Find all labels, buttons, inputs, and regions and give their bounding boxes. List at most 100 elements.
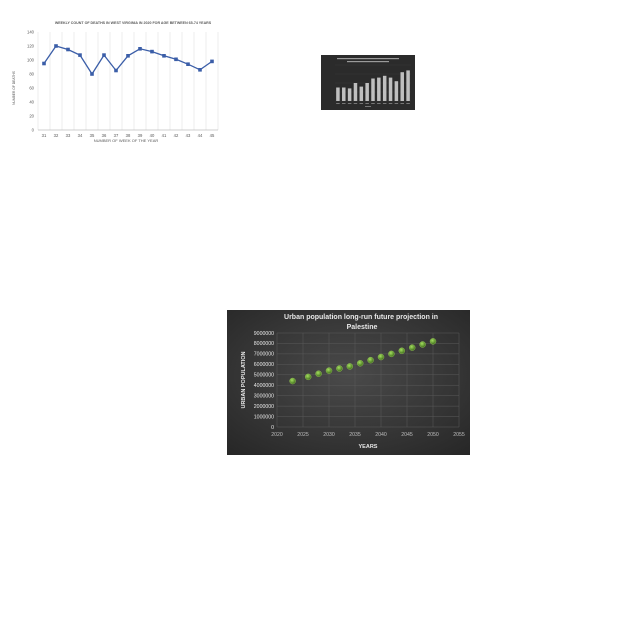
weekly-chart-x-ticks: 31 32 33 34 35 36 37 38 39 40 41 42 43 44 45: [42, 133, 215, 138]
urban-y-tick-label: 9000000: [254, 331, 274, 337]
weekly-data-point: [174, 57, 178, 62]
urban-data-point: [304, 373, 312, 381]
bar: [400, 72, 404, 101]
urban-chart-x-ticks: 2020 2025 2030 2035 2040 2045 2050 2055: [271, 432, 465, 438]
bar: [365, 83, 369, 101]
bar: [353, 83, 358, 101]
urban-data-point: [367, 356, 374, 364]
bar-x-axis-label-mark: [365, 106, 371, 107]
bar-x-tick-mark: [394, 103, 399, 104]
weekly-data-point: [186, 62, 190, 66]
bar-x-tick-mark: [406, 103, 410, 104]
weekly-y-tick-label: 140: [27, 30, 35, 35]
bar: [377, 77, 381, 101]
weekly-chart-y-ticks: 0 20 40 60 80 100 120 140: [27, 30, 35, 133]
urban-chart-y-ticks: 0 1000000 2000000 3000000 4000000 5000000 6000…: [254, 331, 274, 431]
urban-data-point: [408, 344, 416, 351]
urban-x-tick-label: 2040: [375, 432, 387, 438]
bar: [342, 87, 346, 101]
weekly-y-tick-label: 60: [29, 86, 34, 91]
urban-data-point: [388, 350, 395, 358]
urban-x-tick-label: 2045: [401, 432, 413, 438]
urban-y-tick-label: 0: [271, 425, 274, 431]
urban-population-scatter-chart: Urban population long-run future project…: [227, 310, 470, 455]
bar: [382, 75, 387, 101]
small-dark-bar-chart: [321, 55, 415, 110]
urban-chart-points: [289, 338, 437, 385]
weekly-data-point: [102, 53, 106, 57]
urban-data-point: [336, 365, 343, 372]
bar-x-tick-mark: [342, 103, 346, 104]
weekly-x-tick-label: 38: [126, 133, 131, 138]
bar-x-tick-mark: [359, 103, 364, 104]
weekly-x-tick-label: 34: [78, 133, 83, 138]
urban-y-tick-label: 4000000: [254, 383, 274, 389]
weekly-x-tick-label: 42: [174, 133, 179, 138]
bar: [347, 88, 352, 101]
urban-y-tick-label: 3000000: [254, 393, 274, 399]
bar-x-tick-mark: [400, 103, 404, 104]
urban-data-point: [398, 347, 406, 354]
weekly-x-tick-label: 41: [162, 133, 167, 138]
weekly-x-tick-label: 35: [90, 133, 95, 138]
weekly-data-point: [126, 54, 130, 58]
weekly-x-tick-label: 43: [186, 133, 191, 138]
weekly-x-tick-label: 44: [198, 133, 203, 138]
bar-x-tick-mark: [371, 103, 375, 104]
urban-data-point: [356, 360, 364, 367]
weekly-x-tick-label: 45: [210, 133, 215, 138]
bar-x-tick-mark: [388, 103, 393, 104]
urban-data-point: [325, 367, 333, 374]
urban-chart-y-axis-label: URBAN POPULATION: [241, 351, 247, 408]
bar: [388, 77, 393, 101]
weekly-x-tick-label: 33: [66, 133, 71, 138]
weekly-data-point: [150, 49, 154, 54]
weekly-data-point: [66, 47, 70, 52]
urban-y-tick-label: 1000000: [254, 414, 274, 420]
weekly-x-tick-label: 39: [138, 133, 143, 138]
urban-data-point: [429, 338, 437, 345]
urban-y-tick-label: 2000000: [254, 404, 274, 410]
weekly-data-point: [114, 68, 118, 73]
bar-x-tick-mark: [347, 103, 352, 104]
bar-chart-bars: [336, 70, 410, 101]
weekly-chart-markers: [42, 44, 214, 76]
weekly-x-tick-label: 36: [102, 133, 107, 138]
urban-x-tick-label: 2030: [323, 432, 335, 438]
bar: [336, 87, 340, 101]
bar-x-tick-mark: [353, 103, 358, 104]
weekly-data-point: [90, 72, 94, 76]
weekly-data-point: [210, 59, 214, 64]
weekly-y-tick-label: 40: [29, 100, 34, 105]
bar-x-tick-mark: [377, 103, 381, 104]
bar: [394, 81, 399, 101]
urban-y-tick-label: 7000000: [254, 352, 274, 358]
weekly-y-tick-label: 20: [29, 114, 34, 119]
bar-x-tick-mark: [382, 103, 387, 104]
weekly-y-tick-label: 80: [29, 72, 34, 77]
bar-x-tick-mark: [336, 103, 340, 104]
urban-y-tick-label: 8000000: [254, 341, 274, 347]
weekly-chart-title: WEEKLY COUNT OF DEATHS IN WEST VIRGINIA …: [55, 21, 212, 25]
weekly-y-tick-label: 0: [32, 128, 35, 133]
weekly-data-point: [42, 61, 46, 66]
urban-chart-background: [227, 310, 470, 455]
weekly-x-tick-label: 37: [114, 133, 119, 138]
weekly-y-tick-label: 100: [27, 58, 35, 63]
bar: [359, 86, 364, 101]
bar-chart-title-lines: [337, 58, 399, 63]
urban-data-point: [377, 353, 385, 361]
urban-x-tick-label: 2035: [349, 432, 361, 438]
weekly-x-tick-label: 31: [42, 133, 47, 138]
urban-x-tick-label: 2020: [271, 432, 283, 438]
urban-data-point: [289, 377, 296, 385]
urban-data-point: [419, 341, 426, 348]
bar-chart-x-tick-marks: [336, 103, 410, 107]
urban-data-point: [315, 370, 322, 377]
bar: [371, 78, 375, 101]
urban-chart-x-axis-label: YEARS: [359, 444, 378, 450]
bar: [406, 70, 410, 101]
weekly-data-point: [54, 44, 58, 48]
urban-chart-title: Urban population long-run future project…: [284, 314, 440, 331]
urban-x-tick-label: 2055: [453, 432, 465, 438]
